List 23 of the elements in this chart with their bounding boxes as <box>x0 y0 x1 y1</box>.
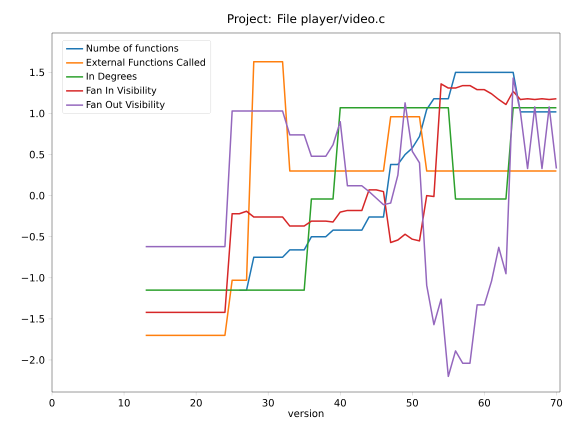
y-tick-label: 0.0 <box>30 192 44 200</box>
legend-label: Fan Out Visibility <box>86 100 165 110</box>
y-tick-label: 1.0 <box>30 110 44 118</box>
legend-label: External Functions Called <box>86 58 205 66</box>
y-tick-label: −1.0 <box>22 274 44 282</box>
legend-label: Numbe of functions <box>86 44 178 52</box>
legend-label: Fan In Visibility <box>86 86 156 96</box>
y-tick-label: −2.0 <box>22 356 44 364</box>
x-tick-label: 40 <box>334 399 346 407</box>
chart-title: Project: File player/video.c <box>228 14 384 26</box>
y-tick-label: 1.5 <box>30 68 44 76</box>
y-tick-label: −0.5 <box>22 232 44 240</box>
x-tick-label: 30 <box>262 399 274 407</box>
y-tick-label: −1.5 <box>22 315 44 323</box>
legend-label: In Degrees <box>86 72 137 82</box>
x-axis-title: version <box>288 409 324 418</box>
y-tick-label: 0.5 <box>30 150 44 158</box>
x-tick-label: 0 <box>49 399 55 407</box>
x-tick-label: 70 <box>550 399 562 407</box>
x-tick-label: 50 <box>406 399 418 407</box>
x-tick-label: 60 <box>478 399 490 407</box>
x-tick-label: 10 <box>118 399 130 407</box>
x-tick-label: 20 <box>190 399 202 407</box>
